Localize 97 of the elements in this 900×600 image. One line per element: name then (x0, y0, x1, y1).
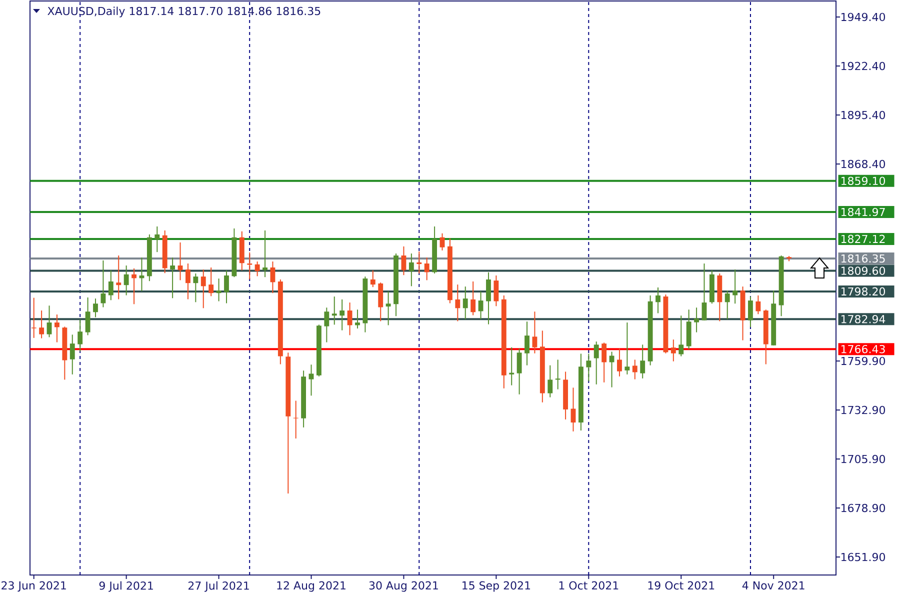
candlestick (216, 278, 222, 302)
candlestick (656, 286, 660, 314)
candlestick (208, 266, 214, 297)
candlestick (408, 253, 414, 287)
candlestick (193, 272, 198, 303)
candlestick (624, 322, 630, 375)
candlestick (494, 274, 499, 307)
y-tick-label: 1705.90 (841, 454, 886, 464)
candlestick (70, 334, 75, 375)
candlestick (247, 252, 252, 280)
candlestick (340, 298, 345, 331)
candlestick (108, 270, 114, 301)
candlestick (46, 305, 52, 338)
candlestick (262, 230, 268, 278)
candlestick (632, 359, 638, 380)
candlestick (609, 351, 614, 388)
candlestick (424, 257, 430, 281)
candlestick (440, 232, 445, 251)
candlestick (586, 353, 592, 382)
candlestick (100, 260, 106, 308)
candlestick (39, 310, 44, 339)
candlestick (602, 342, 607, 383)
x-tick-label: 15 Sep 2021 (462, 581, 530, 592)
x-tick-label: 23 Jun 2021 (2, 581, 66, 592)
candlestick (355, 309, 360, 329)
x-tick-label: 30 Aug 2021 (369, 581, 438, 592)
candlestick (670, 339, 676, 362)
candlestick (524, 321, 530, 366)
candlestick (470, 280, 476, 316)
candlestick (732, 268, 738, 304)
candlestick (200, 268, 206, 309)
ref-line-label: 1766.43 (841, 344, 885, 354)
candlestick (640, 344, 646, 379)
candlestick (462, 286, 468, 320)
candlestick (116, 255, 122, 300)
candlestick (378, 282, 384, 322)
candlestick (293, 400, 298, 439)
candlestick (308, 364, 314, 396)
candlestick (270, 260, 276, 294)
candlestick (31, 297, 36, 338)
candlestick (170, 257, 176, 299)
candlestick (570, 387, 576, 432)
candlestick (154, 226, 160, 253)
candlestick (455, 284, 460, 322)
candlestick (401, 246, 406, 276)
ref-line-label: 1798.20 (841, 287, 886, 296)
candlestick (324, 307, 330, 343)
x-tick-label: 1 Oct 2021 (559, 581, 618, 590)
candlestick (85, 296, 90, 336)
candlestick (555, 359, 560, 390)
y-tick-label: 1678.90 (841, 504, 886, 512)
candlestick (617, 348, 622, 377)
x-tick-label: 12 Aug 2021 (277, 581, 346, 592)
candlestick (224, 270, 229, 304)
candlestick (694, 307, 699, 333)
candlestick (370, 270, 376, 288)
y-tick-label: 1868.40 (841, 160, 886, 168)
y-tick-label: 1922.40 (841, 62, 886, 70)
chart-title: XAUUSD,Daily 1817.14 1817.70 1814.86 1816.35 (48, 6, 320, 18)
ref-line-label: 1782.94 (841, 314, 886, 324)
candlestick (332, 296, 337, 326)
y-tick-label: 1949.40 (841, 12, 886, 22)
candlestick (509, 346, 514, 386)
candlestick (132, 268, 136, 305)
candlestick (93, 298, 98, 318)
candlestick (78, 319, 83, 352)
ref-line-label: 1809.60 (841, 266, 886, 275)
candlestick (416, 251, 422, 274)
candlestick (678, 315, 684, 357)
ref-line-label: 1841.97 (841, 208, 885, 216)
candlestick (386, 290, 391, 326)
x-tick-label: 27 Jul 2021 (188, 581, 249, 592)
candlestick (532, 311, 538, 354)
ref-line-label: 1816.35 (841, 254, 885, 263)
candlestick (594, 341, 599, 385)
candlestick (748, 296, 753, 328)
candlestick (54, 314, 60, 343)
x-tick-label: 4 Nov 2021 (742, 581, 804, 590)
ref-line-label: 1827.12 (841, 234, 885, 244)
candlestick (254, 260, 260, 277)
candlestick (486, 272, 491, 325)
y-tick-label: 1651.90 (841, 552, 886, 562)
candlestick (124, 264, 129, 296)
candlestick (756, 294, 761, 315)
candlestick (347, 302, 352, 336)
candlestick (702, 262, 707, 321)
ref-line-label: 1859.10 (841, 176, 886, 186)
candlestick (516, 348, 522, 395)
y-tick-label: 1732.90 (841, 406, 886, 414)
candlestick (478, 290, 484, 320)
x-tick-label: 19 Oct 2021 (648, 581, 714, 590)
candlestick (186, 262, 190, 300)
y-tick-label: 1759.90 (841, 356, 886, 366)
candlestick (724, 290, 730, 320)
x-tick-label: 9 Jul 2021 (99, 581, 153, 592)
candlestick (548, 364, 553, 398)
y-tick-label: 1895.40 (841, 110, 886, 120)
